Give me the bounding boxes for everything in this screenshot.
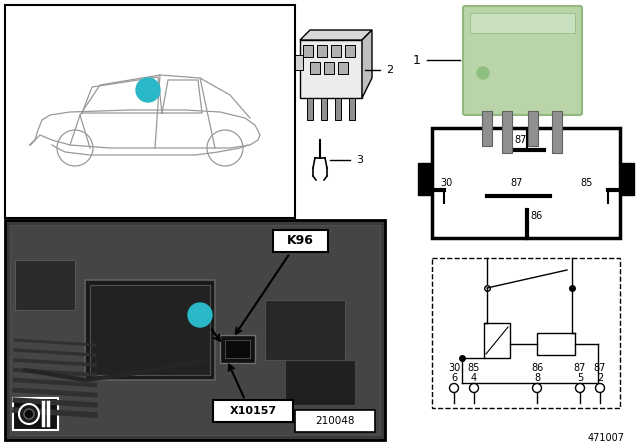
Circle shape <box>136 78 160 102</box>
Text: K96: K96 <box>287 234 314 247</box>
Text: 210048: 210048 <box>316 416 355 426</box>
Bar <box>15 260 75 310</box>
Bar <box>470 13 575 33</box>
Bar <box>225 340 250 358</box>
Bar <box>528 111 538 146</box>
Bar <box>345 45 355 57</box>
Bar <box>220 335 255 363</box>
Bar <box>85 280 215 380</box>
Circle shape <box>188 303 212 327</box>
Text: 85: 85 <box>468 363 480 373</box>
Bar <box>265 300 345 360</box>
Text: 2: 2 <box>386 65 393 75</box>
Text: 8: 8 <box>534 373 540 383</box>
Circle shape <box>477 67 489 79</box>
Bar <box>300 40 362 98</box>
Bar <box>5 220 385 440</box>
Bar <box>418 163 432 195</box>
Bar <box>90 285 210 375</box>
Bar <box>432 128 620 238</box>
Text: 1: 1 <box>143 83 152 96</box>
Text: X10157: X10157 <box>229 406 276 416</box>
Bar <box>502 111 512 153</box>
Bar <box>317 45 327 57</box>
Bar <box>321 98 327 120</box>
Circle shape <box>449 383 458 392</box>
Bar <box>432 258 620 408</box>
Bar <box>552 111 562 153</box>
Text: 1: 1 <box>413 53 421 66</box>
Bar <box>335 98 341 120</box>
Bar <box>13 398 58 430</box>
Text: 4: 4 <box>471 373 477 383</box>
Bar <box>482 111 492 146</box>
Circle shape <box>532 383 541 392</box>
Bar <box>310 62 320 74</box>
Bar <box>213 400 293 422</box>
Circle shape <box>19 404 39 424</box>
Text: 87: 87 <box>574 363 586 373</box>
FancyBboxPatch shape <box>463 6 582 115</box>
Text: 5: 5 <box>577 373 583 383</box>
Bar <box>5 5 295 218</box>
Bar <box>307 98 313 120</box>
Bar <box>620 163 634 195</box>
Text: 1: 1 <box>196 309 204 322</box>
Bar <box>537 333 575 355</box>
Text: 85: 85 <box>580 178 593 188</box>
Bar <box>10 225 380 435</box>
Bar <box>303 45 313 57</box>
Bar <box>295 55 303 70</box>
Circle shape <box>595 383 605 392</box>
Bar <box>324 62 334 74</box>
Circle shape <box>24 409 34 419</box>
Bar <box>273 230 328 252</box>
Text: 87: 87 <box>510 178 522 188</box>
Text: 3: 3 <box>356 155 363 165</box>
Bar <box>285 360 355 405</box>
Text: 6: 6 <box>451 373 457 383</box>
Text: 86: 86 <box>530 211 542 221</box>
Text: 2: 2 <box>597 373 603 383</box>
Bar <box>484 323 510 358</box>
Polygon shape <box>362 30 372 98</box>
Circle shape <box>575 383 584 392</box>
Text: 87: 87 <box>514 135 526 145</box>
Text: 30: 30 <box>440 178 452 188</box>
Text: 30: 30 <box>448 363 460 373</box>
Text: 87: 87 <box>594 363 606 373</box>
Bar <box>349 98 355 120</box>
Bar <box>295 410 375 432</box>
Text: 86: 86 <box>531 363 543 373</box>
Text: 471007: 471007 <box>588 433 625 443</box>
Bar <box>338 62 348 74</box>
Bar <box>331 45 341 57</box>
Circle shape <box>470 383 479 392</box>
Polygon shape <box>300 30 372 40</box>
